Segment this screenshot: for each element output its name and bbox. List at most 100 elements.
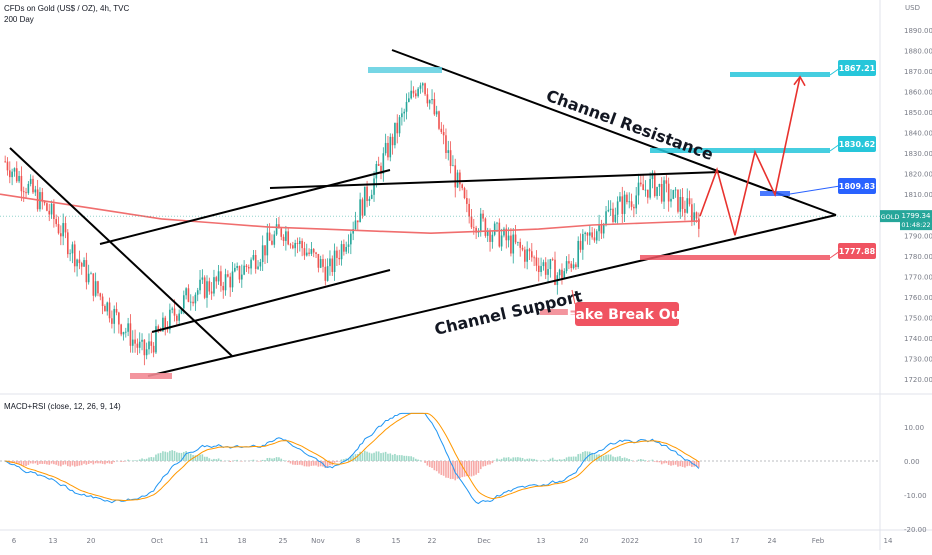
candle-body bbox=[327, 266, 329, 281]
macd-histogram-bar bbox=[682, 461, 684, 467]
candle-body bbox=[501, 235, 503, 246]
macd-histogram-bar bbox=[436, 461, 438, 471]
candle-body bbox=[649, 179, 651, 198]
candle-body bbox=[601, 224, 603, 233]
candle-body bbox=[499, 223, 501, 247]
macd-title: MACD+RSI (close, 12, 26, 9, 14) bbox=[4, 402, 121, 411]
candle-body bbox=[445, 135, 447, 153]
candle-body bbox=[524, 250, 526, 262]
candle-body bbox=[659, 184, 661, 187]
candle-body bbox=[485, 219, 487, 236]
macd-histogram-bar bbox=[441, 461, 443, 475]
candle-body bbox=[331, 259, 333, 272]
candle-body bbox=[580, 241, 582, 250]
candle-body bbox=[183, 295, 185, 308]
macd-histogram-bar bbox=[638, 460, 640, 461]
macd-histogram-bar bbox=[90, 461, 92, 463]
candle-body bbox=[547, 269, 549, 275]
candle-body bbox=[243, 266, 245, 275]
macd-histogram-bar bbox=[62, 461, 64, 465]
macd-histogram-bar bbox=[403, 456, 405, 461]
macd-histogram-bar bbox=[447, 461, 449, 478]
candle-body bbox=[171, 309, 173, 310]
macd-histogram-bar bbox=[141, 458, 143, 461]
macd-histogram-bar bbox=[313, 461, 315, 466]
price-tick-8: 1810.00 bbox=[904, 191, 932, 199]
candle-body bbox=[348, 244, 350, 247]
macd-histogram-bar bbox=[399, 455, 401, 461]
candle-body bbox=[457, 173, 459, 188]
macd-histogram-bar bbox=[670, 461, 672, 466]
candle-body bbox=[540, 266, 542, 272]
candle-body bbox=[691, 204, 693, 220]
candle-body bbox=[35, 189, 37, 192]
candle-body bbox=[269, 233, 271, 241]
candle-body bbox=[568, 261, 570, 263]
candle-body bbox=[90, 273, 92, 274]
macd-histogram-bar bbox=[315, 461, 317, 465]
high-zone bbox=[368, 67, 442, 73]
macd-histogram-bar bbox=[362, 453, 364, 461]
macd-histogram-bar bbox=[376, 451, 378, 461]
candle-body bbox=[192, 302, 194, 304]
macd-histogram-bar bbox=[336, 461, 338, 462]
candle-body bbox=[698, 219, 700, 229]
candle-body bbox=[336, 251, 338, 258]
macd-histogram-bar bbox=[392, 455, 394, 461]
candle-body bbox=[9, 170, 11, 177]
candle-body bbox=[304, 248, 306, 255]
macd-histogram-bar bbox=[424, 461, 426, 463]
candle-body bbox=[591, 232, 593, 237]
candle-body bbox=[638, 183, 640, 196]
macd-histogram-bar bbox=[380, 453, 382, 461]
macd-histogram-bar bbox=[686, 461, 688, 466]
candle-body bbox=[229, 277, 231, 288]
candle-body bbox=[271, 241, 273, 245]
macd-histogram-bar bbox=[93, 461, 95, 464]
macd-histogram-bar bbox=[387, 454, 389, 461]
macd-histogram-bar bbox=[72, 461, 74, 466]
macd-histogram-bar bbox=[211, 460, 213, 461]
candle-body bbox=[608, 210, 610, 211]
candle-body bbox=[28, 184, 30, 193]
macd-histogram-bar bbox=[654, 461, 656, 462]
candle-body bbox=[394, 123, 396, 145]
candle-body bbox=[287, 231, 289, 244]
macd-histogram-bar bbox=[269, 458, 271, 461]
time-tick-8: 8 bbox=[356, 537, 360, 545]
macd-histogram-bar bbox=[501, 459, 503, 461]
candle-body bbox=[413, 91, 415, 94]
candle-body bbox=[301, 241, 303, 248]
macd-histogram-bar bbox=[218, 458, 220, 461]
candle-body bbox=[473, 227, 475, 228]
candle-body bbox=[508, 236, 510, 241]
macd-histogram-bar bbox=[401, 455, 403, 461]
macd-histogram-bar bbox=[99, 461, 101, 463]
candle-body bbox=[69, 253, 71, 254]
candle-body bbox=[357, 220, 359, 222]
macd-histogram-bar bbox=[605, 455, 607, 461]
level-line-0 bbox=[730, 72, 830, 77]
macd-histogram-bar bbox=[280, 459, 282, 461]
candle-body bbox=[151, 341, 153, 345]
candle-body bbox=[248, 267, 250, 268]
candle-body bbox=[696, 212, 698, 218]
candle-body bbox=[320, 259, 322, 268]
macd-histogram-bar bbox=[76, 461, 78, 466]
candle-body bbox=[417, 89, 419, 96]
candle-body bbox=[663, 180, 665, 201]
candle-body bbox=[459, 173, 461, 185]
candle-body bbox=[640, 183, 642, 185]
candle-body bbox=[624, 195, 626, 214]
candle-body bbox=[79, 260, 81, 264]
candle-body bbox=[241, 275, 243, 280]
candle-body bbox=[329, 259, 331, 267]
candle-body bbox=[139, 342, 141, 348]
candle-body bbox=[141, 340, 143, 342]
macd-histogram-bar bbox=[123, 461, 125, 462]
macd-histogram-bar bbox=[215, 459, 217, 461]
macd-histogram-bar bbox=[619, 456, 621, 461]
candle-body bbox=[280, 228, 282, 236]
macd-histogram-bar bbox=[666, 461, 668, 463]
